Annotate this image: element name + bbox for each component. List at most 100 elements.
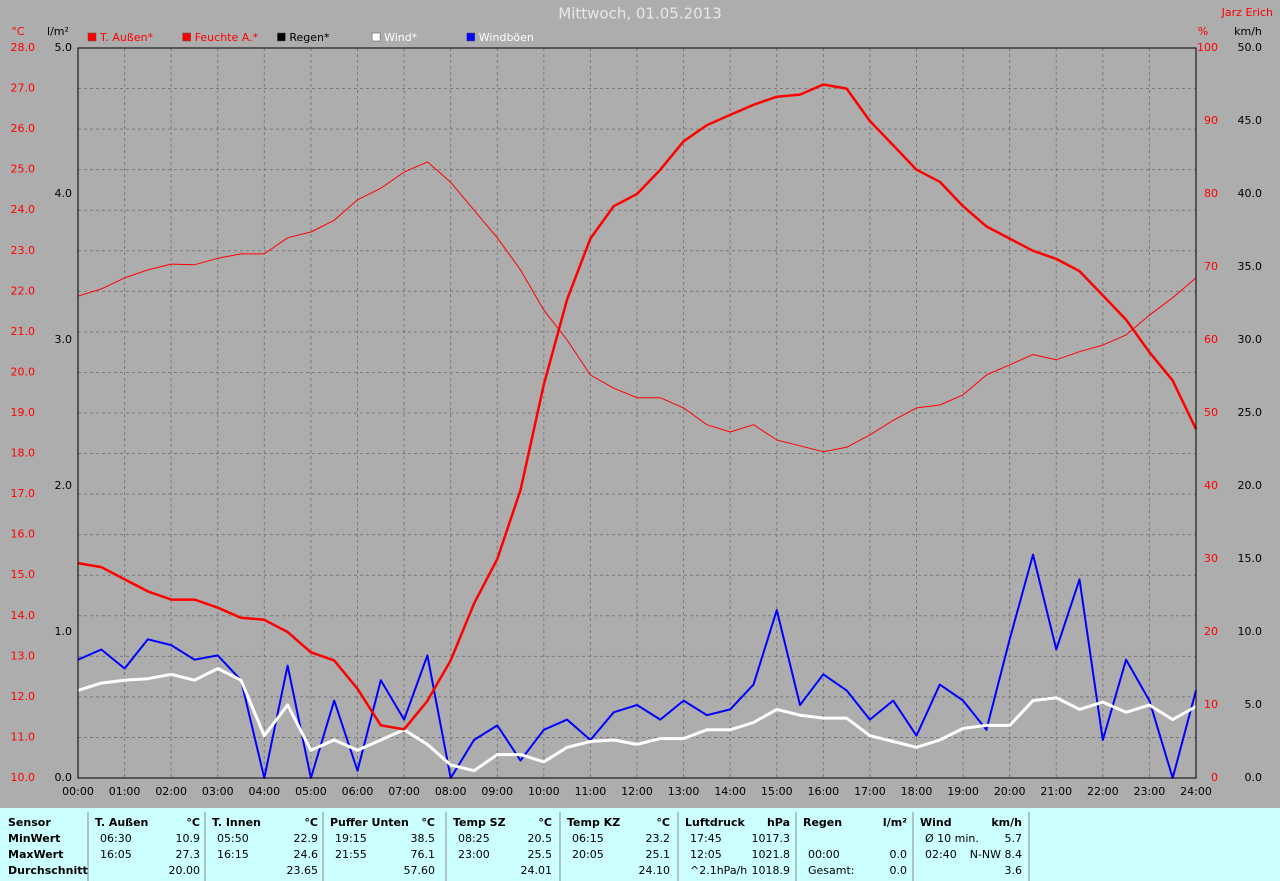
table-value: 20.5: [528, 832, 553, 845]
x-tick-label: 04:00: [248, 785, 280, 798]
table-header: T. Außen: [95, 816, 148, 829]
x-tick-label: 01:00: [109, 785, 141, 798]
table-time: Ø 10 min.: [925, 832, 979, 845]
y-tick-label: 21.0: [11, 325, 36, 338]
legend-label: T. Außen*: [99, 31, 154, 44]
table-value: 57.60: [404, 864, 436, 877]
y-tick-label: 0: [1211, 771, 1218, 784]
y-tick-label: 4.0: [55, 187, 73, 200]
x-tick-label: 13:00: [668, 785, 700, 798]
table-unit: °C: [656, 816, 670, 829]
y-tick-label: 1.0: [55, 625, 73, 638]
table-background: [0, 808, 1280, 881]
y-tick-label: 20: [1204, 625, 1218, 638]
table-value: 38.5: [411, 832, 436, 845]
x-tick-label: 10:00: [528, 785, 560, 798]
table-value: 24.10: [639, 864, 671, 877]
table-value: 0.0: [890, 848, 908, 861]
table-value: 1021.8: [752, 848, 791, 861]
y-tick-label: 10.0: [1238, 625, 1263, 638]
y-tick-label: 25.0: [11, 163, 36, 176]
y-tick-label: 13.0: [11, 649, 36, 662]
plot-frame: [77, 47, 1197, 779]
legend-swatch: [87, 32, 97, 42]
wind-axis-unit: km/h: [1234, 25, 1262, 38]
x-tick-label: 21:00: [1040, 785, 1072, 798]
y-tick-label: 18.0: [11, 447, 36, 460]
table-value: 76.1: [411, 848, 436, 861]
y-tick-label: 5.0: [55, 41, 73, 54]
y-tick-label: 0.0: [1245, 771, 1263, 784]
table-time: 20:05: [572, 848, 604, 861]
table-header: Luftdruck: [685, 816, 746, 829]
y-tick-label: 100: [1197, 41, 1218, 54]
table-value: 25.1: [646, 848, 671, 861]
y-tick-label: 2.0: [55, 479, 73, 492]
x-tick-label: 06:00: [342, 785, 374, 798]
table-time: 08:25: [458, 832, 490, 845]
table-header: Temp SZ: [453, 816, 506, 829]
x-tick-label: 18:00: [901, 785, 933, 798]
series-line: [77, 83, 1198, 731]
y-tick-label: 23.0: [11, 244, 36, 257]
x-tick-label: 19:00: [947, 785, 979, 798]
series-line: [77, 667, 1197, 773]
x-tick-label: 17:00: [854, 785, 886, 798]
x-tick-label: 23:00: [1134, 785, 1166, 798]
y-tick-label: 10.0: [11, 771, 36, 784]
table-time: 05:50: [217, 832, 249, 845]
y-tick-label: 80: [1204, 187, 1218, 200]
y-tick-label: 35.0: [1238, 260, 1263, 273]
y-tick-label: 0.0: [55, 771, 73, 784]
author: Jarz Erich: [1221, 6, 1273, 19]
table-value: 0.0: [890, 864, 908, 877]
legend-swatch: [277, 32, 286, 42]
table-time: 06:30: [100, 832, 132, 845]
table-value: 22.9: [294, 832, 319, 845]
y-tick-label: 50: [1204, 406, 1218, 419]
y-tick-label: 40: [1204, 479, 1218, 492]
x-tick-label: 08:00: [435, 785, 467, 798]
x-tick-label: 16:00: [807, 785, 839, 798]
legend-label: Feuchte A.*: [195, 31, 259, 44]
table-value: 24.01: [521, 864, 553, 877]
x-tick-label: 03:00: [202, 785, 234, 798]
table-time: ^2.1hPa/h: [690, 864, 747, 877]
table-unit: °C: [186, 816, 200, 829]
y-tick-label: 11.0: [11, 730, 36, 743]
y-tick-label: 25.0: [1238, 406, 1263, 419]
table-value: 23.2: [646, 832, 671, 845]
table-value: 3.6: [1005, 864, 1023, 877]
table-header: Puffer Unten: [330, 816, 409, 829]
y-tick-label: 10: [1204, 698, 1218, 711]
y-tick-label: 20.0: [11, 365, 36, 378]
table-unit: °C: [421, 816, 435, 829]
table-header: Wind: [920, 816, 952, 829]
y-tick-label: 50.0: [1238, 41, 1263, 54]
x-tick-label: 20:00: [994, 785, 1026, 798]
table-time: 12:05: [690, 848, 722, 861]
y-tick-label: 16.0: [11, 528, 36, 541]
table-time: 17:45: [690, 832, 722, 845]
x-tick-label: 09:00: [481, 785, 513, 798]
table-time: Gesamt:: [808, 864, 855, 877]
y-tick-label: 27.0: [11, 82, 36, 95]
table-unit: °C: [538, 816, 552, 829]
table-time: 00:00: [808, 848, 840, 861]
table-unit: km/h: [991, 816, 1022, 829]
table-value: 20.00: [169, 864, 201, 877]
y-tick-label: 26.0: [11, 122, 36, 135]
legend-label: Wind*: [384, 31, 418, 44]
y-tick-label: 15.0: [11, 568, 36, 581]
y-tick-label: 30.0: [1238, 333, 1263, 346]
table-value: 5.7: [1005, 832, 1023, 845]
table-time: 21:55: [335, 848, 367, 861]
y-tick-label: 24.0: [11, 203, 36, 216]
table-unit: hPa: [767, 816, 790, 829]
y-tick-label: 22.0: [11, 284, 36, 297]
table-time: 19:15: [335, 832, 367, 845]
y-tick-label: 3.0: [55, 333, 73, 346]
table-header: Regen: [803, 816, 842, 829]
x-tick-label: 14:00: [714, 785, 746, 798]
y-tick-label: 28.0: [11, 41, 36, 54]
